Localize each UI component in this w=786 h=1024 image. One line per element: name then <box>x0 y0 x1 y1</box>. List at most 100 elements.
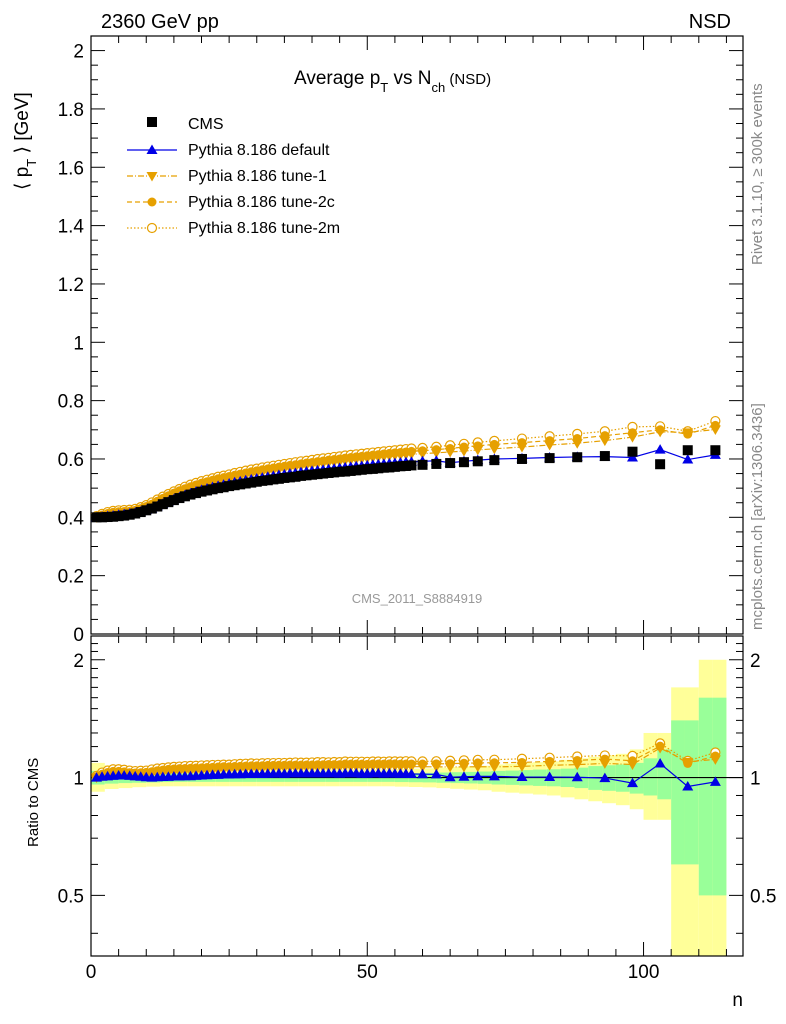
main-point-tune1 <box>544 440 556 451</box>
main-point-cms <box>130 508 141 519</box>
ratio-point-tune1 <box>571 760 583 771</box>
main-point-tune1 <box>417 449 429 460</box>
ratio-point-default <box>544 771 556 782</box>
main-point-cms <box>235 479 246 490</box>
rivet-label: Rivet 3.1.10, ≥ 300k events <box>749 83 766 265</box>
main-frame <box>90 35 744 635</box>
ratio-point-tune1 <box>458 762 470 773</box>
main-point-cms <box>284 472 295 483</box>
main-point-tune1 <box>488 444 500 455</box>
ratio-point-tune1 <box>405 762 417 773</box>
ratio-point-default <box>405 768 417 779</box>
main-point-cms <box>373 463 384 474</box>
legend-entry-tune2c: Pythia 8.186 tune-2c <box>127 194 335 211</box>
xlabel: n <box>732 990 743 1011</box>
legend-entry-tune1: Pythia 8.186 tune-1 <box>127 168 327 185</box>
main-point-cms <box>318 468 329 479</box>
legend-label-default: Pythia 8.186 default <box>188 142 330 159</box>
legend-label-cms: CMS <box>188 116 224 133</box>
band-inner-bin <box>657 749 672 800</box>
main-point-cms <box>489 455 500 466</box>
main-point-cms <box>417 459 428 470</box>
main-series-cms <box>91 445 721 523</box>
main-point-cms <box>146 503 157 514</box>
main-point-cms <box>108 511 119 522</box>
main-point-cms <box>329 467 340 478</box>
main-point-cms <box>406 460 417 471</box>
legend-label-tune1: Pythia 8.186 tune-1 <box>188 168 327 185</box>
legend-entry-tune2m: Pythia 8.186 tune-2m <box>127 220 340 237</box>
main-point-cms <box>119 510 130 521</box>
main-ytick-label: 0.6 <box>58 450 84 471</box>
legend-marker-tune2c <box>147 197 157 207</box>
main-point-cms <box>273 473 284 484</box>
ratio-ytick-label-right: 2 <box>750 651 761 672</box>
main-point-cms <box>334 466 345 477</box>
main-ytick-label: 1.6 <box>58 158 84 179</box>
main-point-cms <box>516 453 527 464</box>
header-process: NSD <box>689 11 731 33</box>
main-line-tune2c <box>96 424 716 518</box>
main-point-tune1 <box>571 439 583 449</box>
xtick-label: 50 <box>357 962 378 983</box>
ratio-point-default <box>430 768 442 779</box>
legend-entry-default: Pythia 8.186 default <box>127 142 330 159</box>
main-point-cms <box>345 465 356 476</box>
ratio-point-default <box>488 770 500 781</box>
main-point-cms <box>124 509 135 520</box>
main-point-cms <box>196 486 207 497</box>
main-point-cms <box>229 480 240 491</box>
main-point-tune1 <box>472 445 484 456</box>
main-point-cms <box>279 472 290 483</box>
ratio-point-tune1 <box>599 759 611 769</box>
ratio-point-default <box>417 768 429 779</box>
main-point-cms <box>655 459 666 470</box>
main-ytick-label: 2 <box>73 42 84 63</box>
ratio-point-default <box>516 771 528 782</box>
main-point-cms <box>323 467 334 478</box>
legend-marker-tune1 <box>146 172 158 182</box>
main-point-cms <box>389 461 400 472</box>
main-point-tune1 <box>654 427 666 438</box>
main-point-cms <box>218 482 229 493</box>
ratio-ytick-label-right: 1 <box>750 769 761 790</box>
analysis-watermark: CMS_2011_S8884919 <box>352 591 483 606</box>
main-point-tune1 <box>709 425 721 436</box>
band-inner-bin <box>671 720 685 865</box>
ratio-series-default <box>91 758 721 791</box>
main-point-cms <box>290 471 301 482</box>
legend-marker-cms <box>147 117 157 127</box>
main-ytick-label: 1.4 <box>58 217 85 238</box>
ratio-ylabel: Ratio to CMS <box>25 758 42 847</box>
main-point-cms <box>97 512 108 523</box>
main-point-cms <box>445 458 456 469</box>
main-ytick-label: 0 <box>73 625 84 646</box>
main-point-cms <box>710 445 721 456</box>
band-inner-bin <box>643 758 658 796</box>
ratio-point-default <box>682 780 694 791</box>
main-point-tune1 <box>599 436 611 447</box>
main-point-cms <box>190 488 201 499</box>
ratio-point-tune1 <box>544 761 556 771</box>
ratio-point-tune1 <box>444 762 456 773</box>
main-point-cms <box>472 456 483 467</box>
main-point-cms <box>251 476 262 487</box>
main-point-cms <box>378 462 389 473</box>
ratio-point-tune1 <box>430 762 442 773</box>
legend-entry-cms: CMS <box>147 116 224 133</box>
main-point-cms <box>384 462 395 473</box>
main-point-cms <box>599 451 610 462</box>
main-point-cms <box>268 474 279 485</box>
main-point-cms <box>135 507 146 518</box>
main-point-cms <box>362 464 373 475</box>
ratio-point-default <box>444 771 456 782</box>
ratio-point-default <box>654 758 666 768</box>
ratio-point-default <box>626 777 638 788</box>
axis-tick-labels: 0 0.2 0.4 0.6 0.8 1 1.2 1.4 1.6 1.8 2 0.5 0.5 1 1 2 2 0 50… <box>58 42 777 983</box>
legend: CMS Pythia 8.186 default Pythia 8.186 tu… <box>127 116 340 237</box>
data-marks <box>91 415 721 791</box>
main-point-cms <box>312 469 323 480</box>
ratio-point-tune1 <box>417 762 429 773</box>
xtick-label: 100 <box>628 962 660 983</box>
